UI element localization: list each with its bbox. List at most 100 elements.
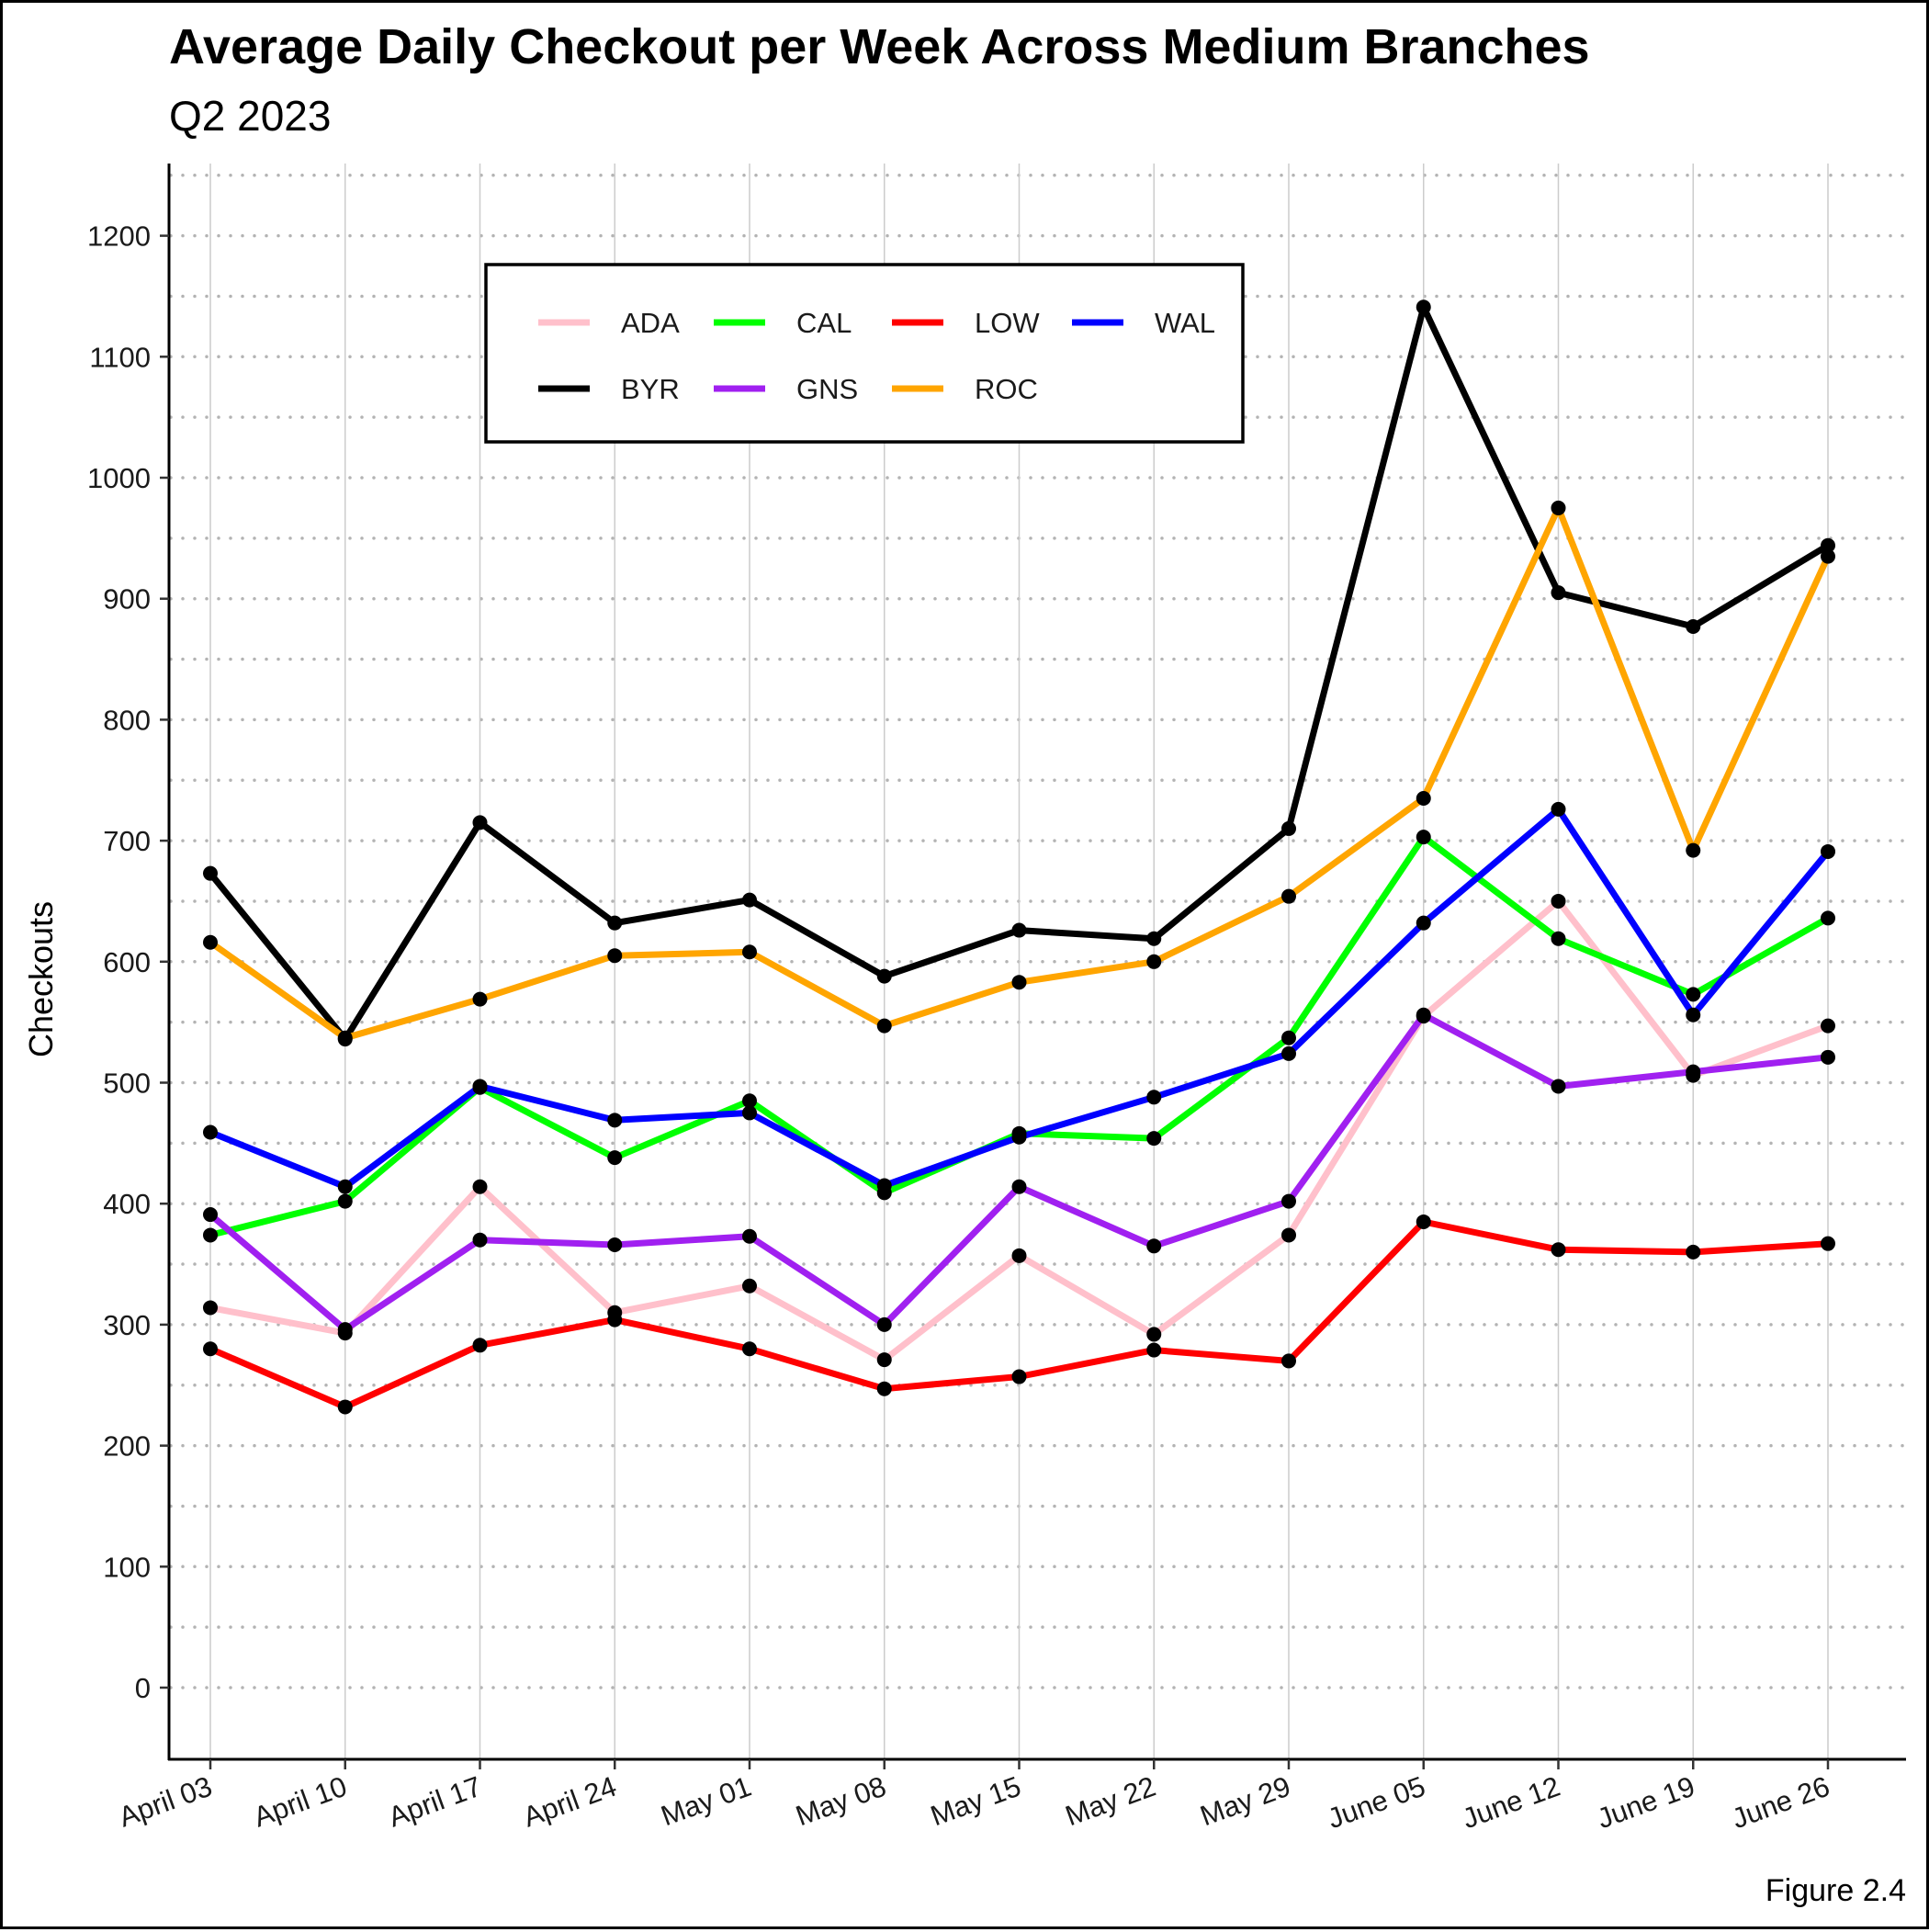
legend-label-cal: CAL — [796, 307, 852, 339]
data-point-cal — [1551, 931, 1566, 946]
data-point-wal — [337, 1179, 353, 1194]
x-tick-label: June 26 — [1728, 1770, 1834, 1836]
data-point-ada — [1146, 1327, 1162, 1342]
data-point-byr — [1011, 922, 1027, 938]
data-point-roc — [1281, 888, 1296, 904]
x-tick-label: April 17 — [384, 1770, 486, 1834]
data-point-gns — [1686, 1064, 1701, 1079]
x-tick-label: May 22 — [1061, 1770, 1160, 1833]
data-point-wal — [1146, 1090, 1162, 1105]
data-point-gns — [1011, 1179, 1027, 1194]
data-point-wal — [742, 1105, 757, 1121]
data-point-gns — [1281, 1193, 1296, 1209]
data-points — [203, 299, 1835, 1415]
y-tick-label: 1100 — [89, 341, 151, 373]
data-point-cal — [1416, 830, 1431, 845]
data-point-roc — [203, 934, 218, 950]
x-tick-label: April 10 — [249, 1770, 351, 1834]
y-tick-label: 600 — [103, 946, 151, 978]
data-point-byr — [1416, 299, 1431, 315]
data-point-byr — [742, 892, 757, 908]
x-tick-label: June 05 — [1323, 1770, 1429, 1836]
y-tick-label: 0 — [135, 1672, 151, 1704]
data-point-wal — [1011, 1129, 1027, 1145]
data-point-gns — [1551, 1079, 1566, 1094]
y-tick-label: 900 — [103, 583, 151, 616]
x-tick-label: June 19 — [1593, 1770, 1699, 1836]
data-point-byr — [1821, 537, 1835, 553]
data-point-low — [742, 1341, 757, 1357]
data-point-byr — [876, 968, 892, 984]
y-tick-label: 1000 — [87, 462, 151, 494]
data-point-low — [1416, 1214, 1431, 1229]
x-tick-label: May 15 — [926, 1770, 1025, 1833]
chart-subtitle: Q2 2023 — [169, 92, 331, 140]
legend-label-ada: ADA — [621, 307, 680, 339]
data-point-roc — [742, 944, 757, 960]
data-point-gns — [607, 1237, 623, 1252]
data-point-low — [876, 1381, 892, 1396]
data-point-low — [1821, 1236, 1835, 1251]
data-point-wal — [1551, 801, 1566, 817]
data-point-roc — [337, 1030, 353, 1045]
data-point-wal — [1686, 1007, 1701, 1022]
data-point-wal — [1281, 1045, 1296, 1061]
chart-title: Average Daily Checkout per Week Across M… — [169, 19, 1590, 74]
x-tick-label: June 12 — [1458, 1770, 1564, 1836]
data-point-ada — [1821, 1018, 1835, 1034]
x-tick-label: April 03 — [115, 1770, 217, 1834]
data-point-cal — [1146, 1131, 1162, 1147]
data-point-roc — [607, 948, 623, 964]
data-point-wal — [1416, 915, 1431, 931]
data-point-cal — [337, 1193, 353, 1209]
legend: ADA BYR CAL GNS LOW ROC WAL — [484, 263, 1245, 444]
data-point-gns — [1821, 1049, 1835, 1065]
data-point-byr — [607, 915, 623, 931]
data-point-roc — [472, 991, 488, 1007]
y-axis-title: Checkouts — [22, 901, 60, 1057]
data-point-ada — [1281, 1227, 1296, 1243]
data-point-low — [1011, 1369, 1027, 1384]
y-tick-label: 500 — [103, 1068, 151, 1100]
data-point-roc — [876, 1018, 892, 1034]
y-tick-label: 800 — [103, 704, 151, 736]
data-point-wal — [1821, 843, 1835, 859]
data-point-low — [1281, 1353, 1296, 1369]
data-point-byr — [1551, 585, 1566, 601]
legend-label-low: LOW — [975, 307, 1040, 339]
data-point-low — [1551, 1242, 1566, 1258]
data-point-low — [203, 1341, 218, 1357]
data-point-cal — [607, 1150, 623, 1166]
data-point-ada — [742, 1278, 757, 1294]
data-point-cal — [742, 1093, 757, 1109]
data-point-ada — [1551, 893, 1566, 909]
legend-label-roc: ROC — [975, 373, 1038, 405]
data-point-gns — [203, 1207, 218, 1223]
data-point-ada — [876, 1352, 892, 1368]
data-point-byr — [472, 815, 488, 830]
data-point-ada — [472, 1179, 488, 1194]
figure-caption: Figure 2.4 — [1765, 1873, 1906, 1908]
data-point-wal — [203, 1124, 218, 1140]
data-point-low — [1146, 1342, 1162, 1358]
data-point-wal — [472, 1079, 488, 1094]
data-point-byr — [203, 865, 218, 881]
data-point-cal — [1686, 987, 1701, 1002]
data-point-cal — [1281, 1030, 1296, 1045]
data-point-roc — [1551, 500, 1566, 515]
data-point-byr — [1281, 820, 1296, 836]
x-tick-label: May 08 — [792, 1770, 891, 1833]
data-point-cal — [203, 1227, 218, 1243]
data-point-roc — [1821, 548, 1835, 564]
y-tick-label: 200 — [103, 1430, 151, 1463]
data-point-roc — [1416, 791, 1431, 807]
data-point-gns — [876, 1316, 892, 1332]
data-point-cal — [1821, 910, 1835, 926]
legend-label-gns: GNS — [796, 373, 858, 405]
y-tick-label: 1200 — [87, 220, 151, 253]
data-point-wal — [607, 1113, 623, 1128]
y-tick-label: 400 — [103, 1188, 151, 1220]
data-point-wal — [876, 1178, 892, 1193]
data-point-low — [337, 1399, 353, 1415]
